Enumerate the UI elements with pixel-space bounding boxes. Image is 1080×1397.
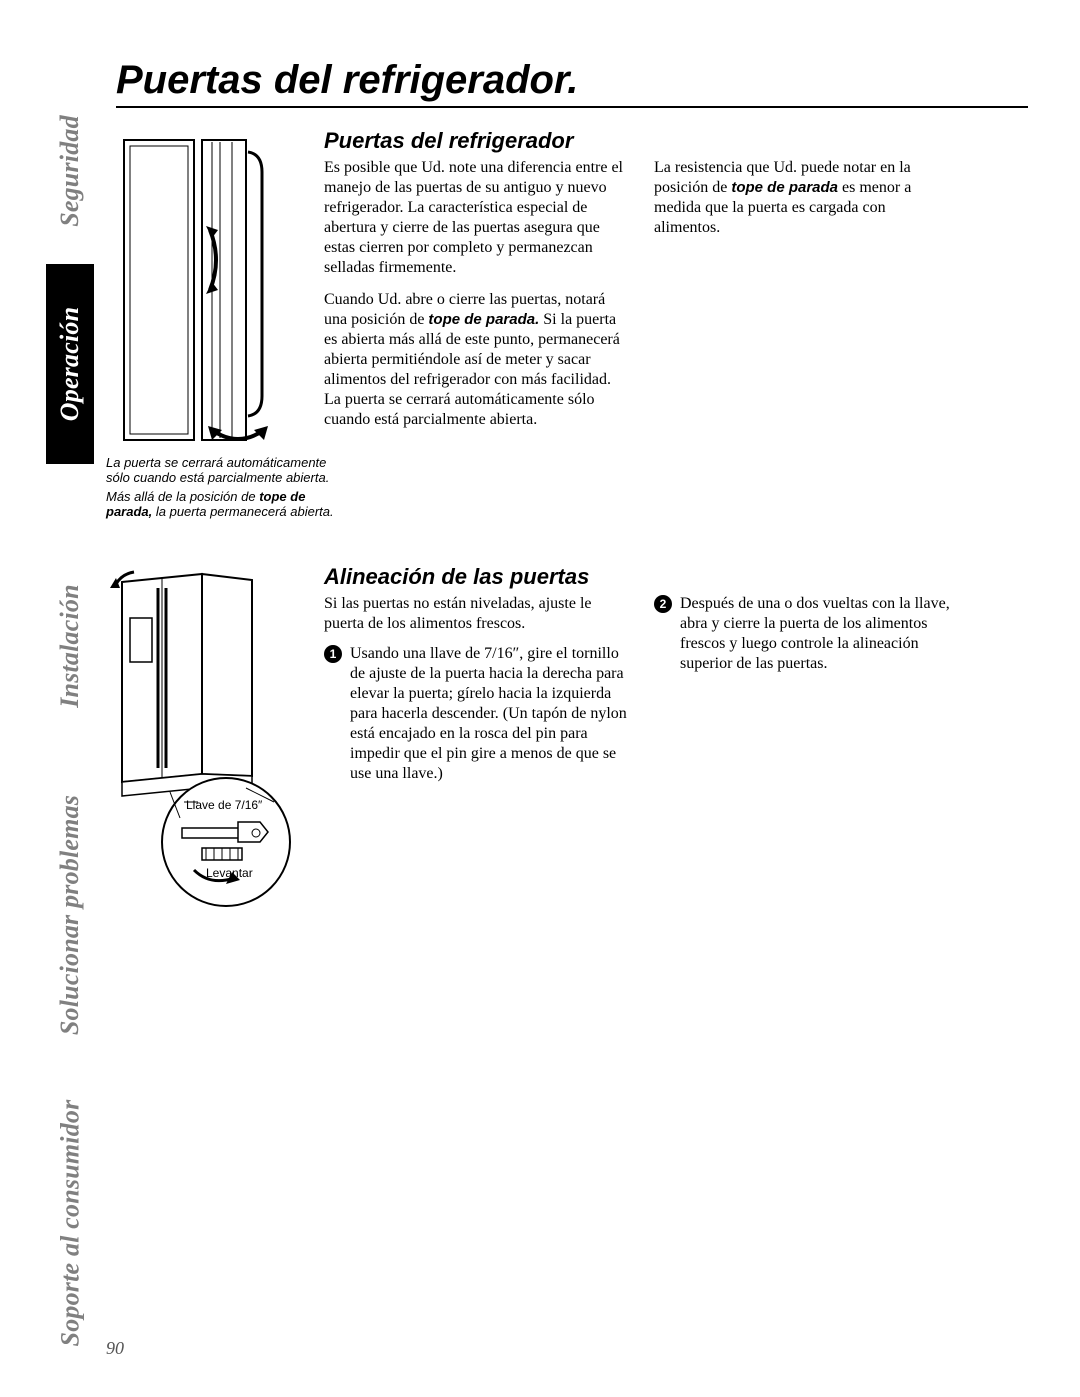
figure-door-alignment xyxy=(106,570,326,910)
step-text: Usando una llave de 7/16″, gire el torni… xyxy=(350,645,627,782)
step-number-icon: 2 xyxy=(654,595,672,613)
tab-operacion: Operación xyxy=(46,264,94,464)
tab-instalacion: Instalación xyxy=(46,556,94,736)
tab-label: Soporte al consumidor xyxy=(55,1100,85,1347)
step-number-icon: 1 xyxy=(324,645,342,663)
tab-label: Seguridad xyxy=(55,115,85,227)
tab-label: Operación xyxy=(55,307,85,421)
section-1-heading: Puertas del refrigerador xyxy=(324,128,573,154)
page: Seguridad Operación Instalación Solucion… xyxy=(0,0,1080,1397)
door-stop-illustration xyxy=(116,134,304,454)
page-number: 90 xyxy=(106,1338,124,1359)
section-1-left-column: Es posible que Ud. note una diferencia e… xyxy=(324,158,628,430)
tab-solucionar: Solucionar problemas xyxy=(46,770,94,1060)
step-2: 2 Después de una o dos vueltas con la ll… xyxy=(680,594,958,674)
caption-line-1: La puerta se cerrará automáticamente sól… xyxy=(106,455,346,485)
figure-door-stop xyxy=(116,134,304,454)
tab-label: Solucionar problemas xyxy=(55,795,85,1035)
section-2-intro: Si las puertas no están niveladas, ajust… xyxy=(324,594,628,634)
side-tabs: Seguridad Operación Instalación Solucion… xyxy=(46,0,94,1397)
door-alignment-illustration xyxy=(106,570,326,910)
caption-line-2: Más allá de la posición de tope de parad… xyxy=(106,489,346,519)
paragraph: Es posible que Ud. note una diferencia e… xyxy=(324,158,628,278)
section-1-right-column: La resistencia que Ud. puede notar en la… xyxy=(654,158,954,238)
page-title: Puertas del refrigerador. xyxy=(116,58,578,103)
title-rule xyxy=(116,106,1028,108)
figure-2-label-wrench: Llave de 7/16″ xyxy=(186,798,262,812)
tab-label: Instalación xyxy=(55,584,85,708)
figure-2-label-raise: Levantar xyxy=(206,866,253,880)
figure-1-caption: La puerta se cerrará automáticamente sól… xyxy=(106,455,346,519)
step-1: 1 Usando una llave de 7/16″, gire el tor… xyxy=(350,644,628,784)
paragraph: La resistencia que Ud. puede notar en la… xyxy=(654,158,954,238)
tab-seguridad: Seguridad xyxy=(46,86,94,256)
section-2-heading: Alineación de las puertas xyxy=(324,564,589,590)
tab-soporte: Soporte al consumidor xyxy=(46,1078,94,1368)
paragraph: Cuando Ud. abre o cierre las puertas, no… xyxy=(324,290,628,430)
step-text: Después de una o dos vueltas con la llav… xyxy=(680,595,950,672)
